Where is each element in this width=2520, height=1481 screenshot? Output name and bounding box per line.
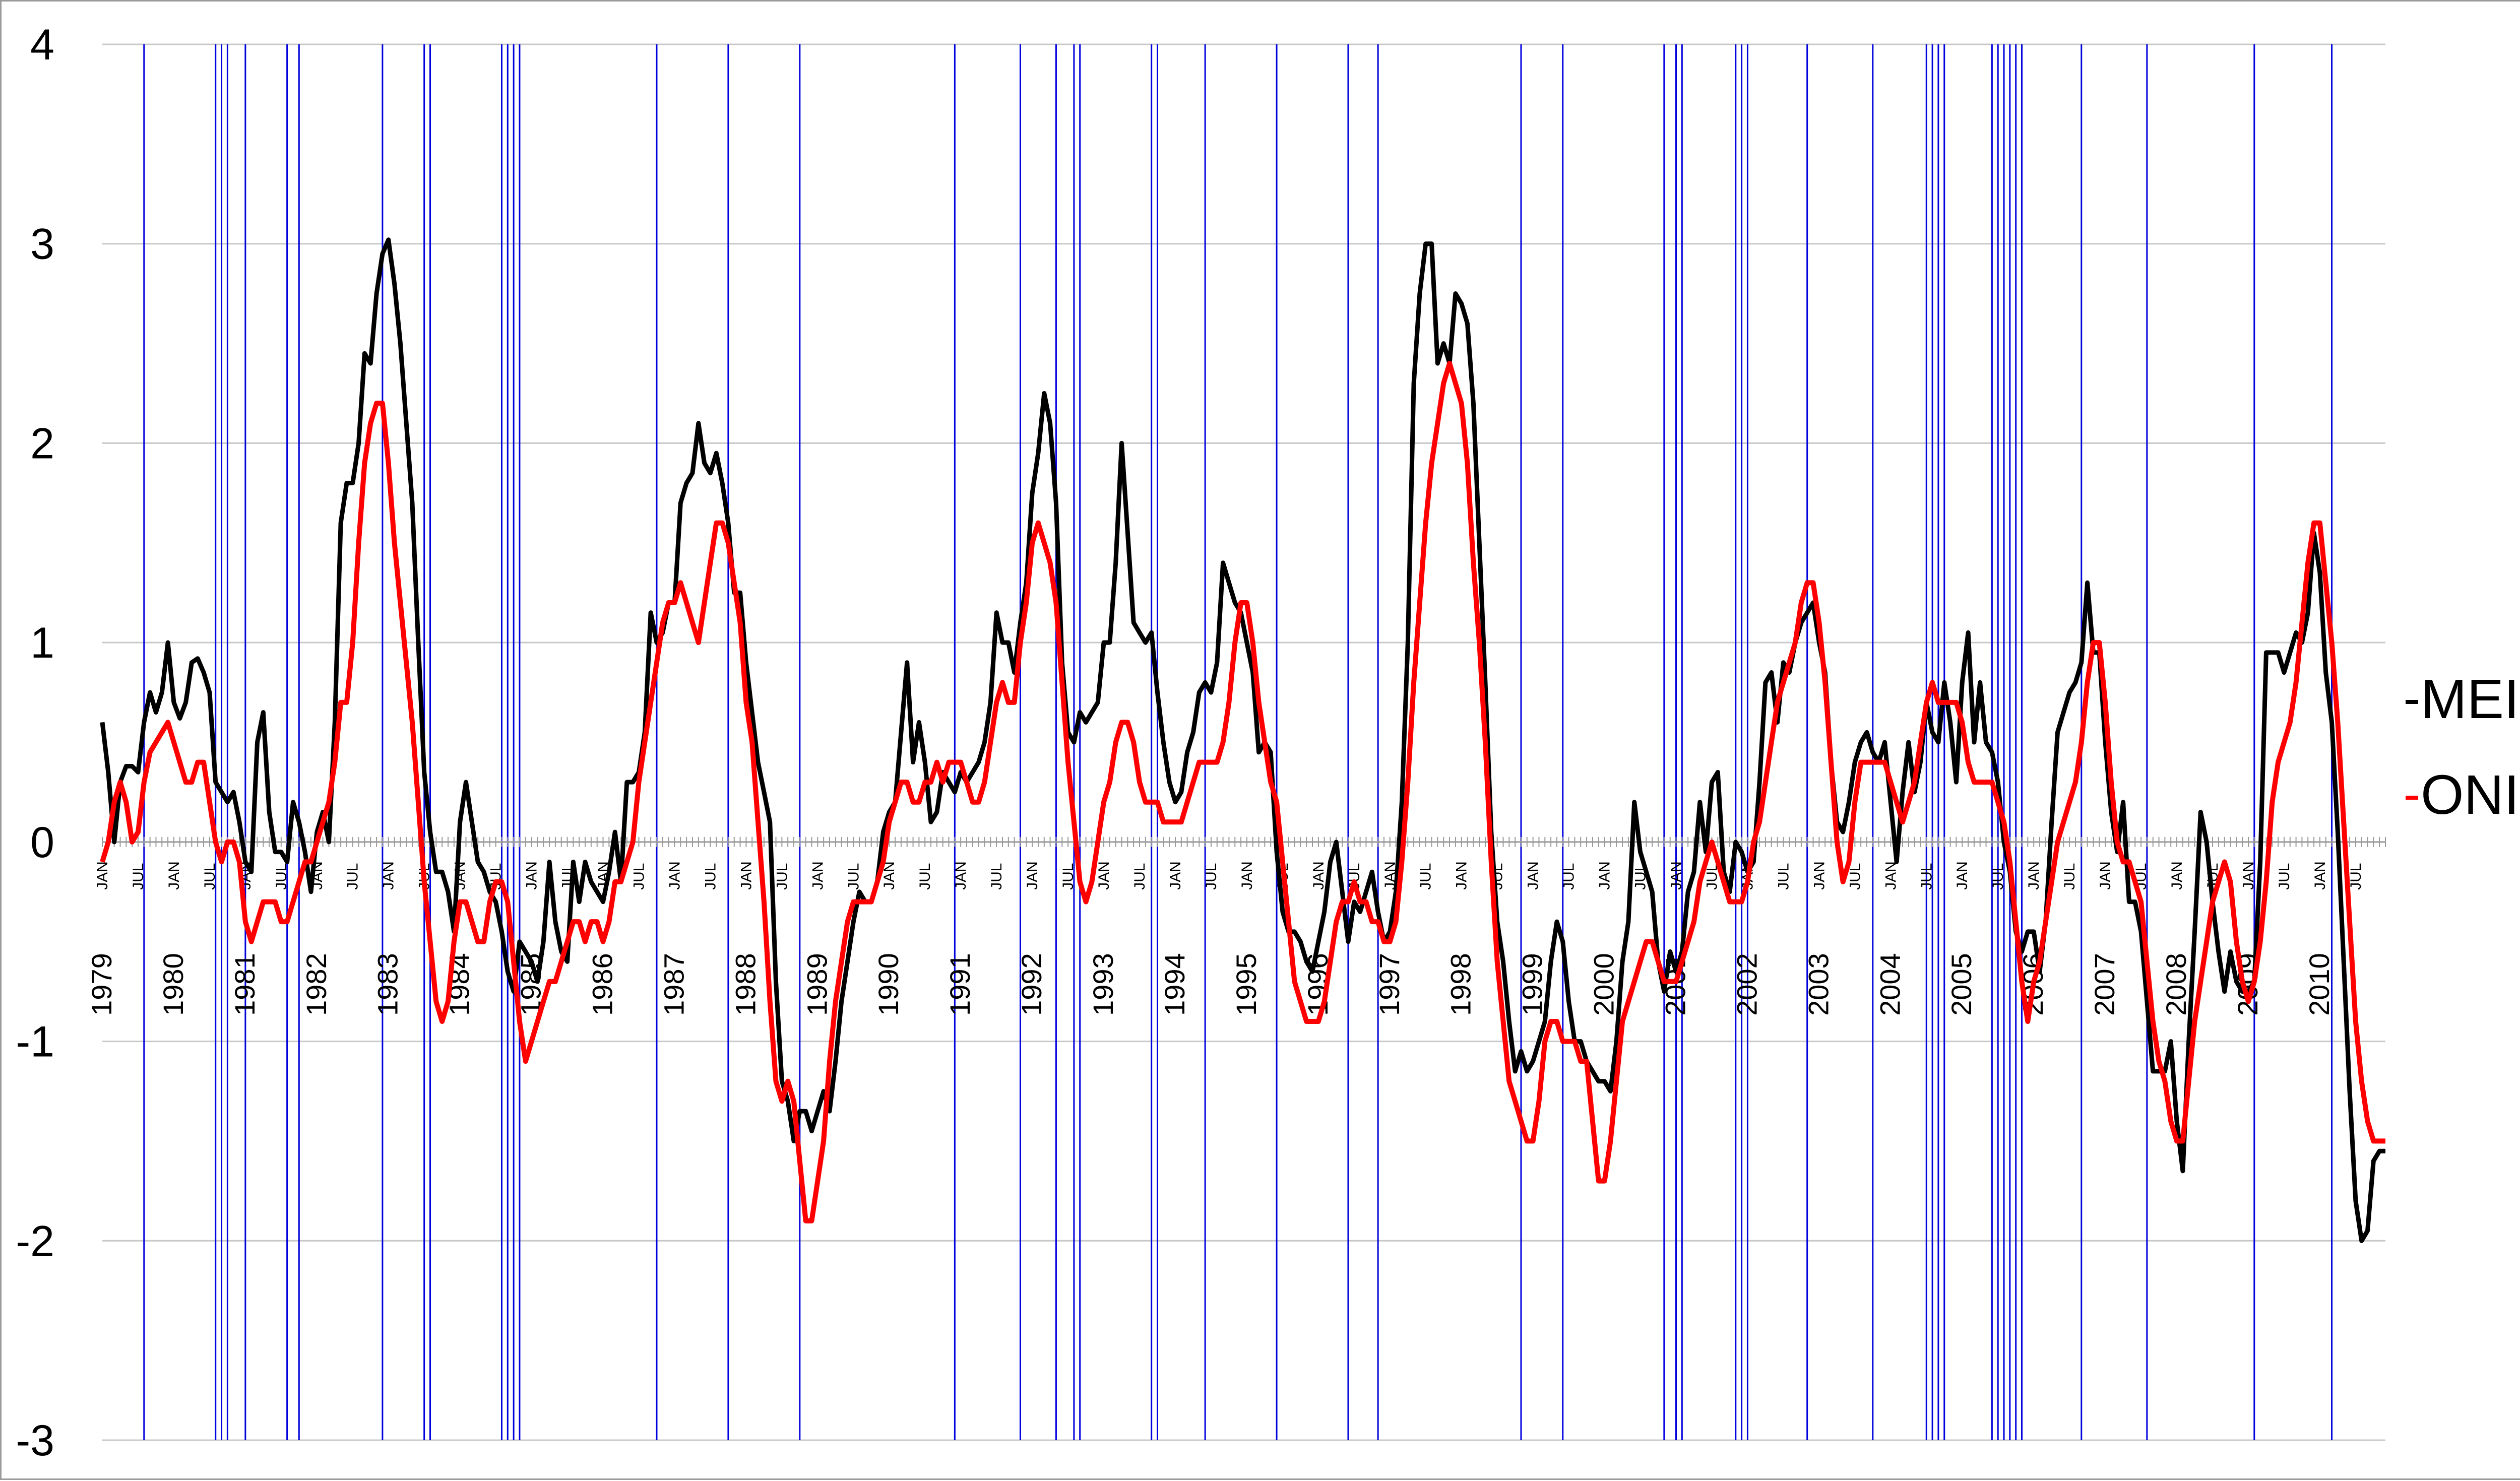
y-tick-label: 3 bbox=[30, 220, 54, 269]
x-month-label: JUL bbox=[1775, 863, 1792, 889]
x-month-label: JAN bbox=[738, 861, 754, 890]
x-month-label: JAN bbox=[1882, 861, 1899, 890]
series-line-mei bbox=[100, 237, 2385, 1243]
x-month-label: JAN bbox=[1310, 861, 1327, 890]
x-month-label: JUL bbox=[2276, 863, 2293, 889]
y-tick-label: -3 bbox=[16, 1416, 54, 1465]
x-month-label: JAN bbox=[166, 861, 182, 890]
event-lines bbox=[143, 44, 2333, 1440]
x-month-label: JAN bbox=[94, 861, 111, 890]
y-tick-label: 2 bbox=[30, 419, 54, 468]
x-year-label: 2008 bbox=[2160, 953, 2192, 1016]
x-month-label: JAN bbox=[2169, 861, 2185, 890]
x-year-label: 2010 bbox=[2303, 953, 2335, 1016]
x-year-label: 1991 bbox=[944, 953, 976, 1016]
x-year-label: 2005 bbox=[1945, 953, 1977, 1016]
x-year-label: 1992 bbox=[1016, 953, 1047, 1016]
x-month-label: JAN bbox=[1668, 861, 1685, 890]
x-month-label: JUL bbox=[1418, 863, 1434, 889]
x-year-label: 1979 bbox=[86, 953, 117, 1016]
x-month-label: JAN bbox=[1024, 861, 1041, 890]
x-month-label: JAN bbox=[1811, 861, 1828, 890]
x-year-label: 1997 bbox=[1373, 953, 1405, 1016]
x-month-label: JUL bbox=[845, 863, 862, 889]
x-year-label: 2003 bbox=[1802, 953, 1834, 1016]
x-year-label: 1993 bbox=[1087, 953, 1119, 1016]
x-year-label: 1986 bbox=[587, 953, 618, 1016]
x-month-label: JAN bbox=[953, 861, 969, 890]
x-month-label: JAN bbox=[809, 861, 826, 890]
x-year-label: 2000 bbox=[1588, 953, 1620, 1016]
y-tick-label: -1 bbox=[16, 1018, 54, 1066]
legend: MEI ONI bbox=[2406, 668, 2519, 826]
x-month-label: JUL bbox=[2061, 863, 2078, 889]
x-year-label: 1980 bbox=[157, 953, 189, 1016]
y-tick-label: -2 bbox=[16, 1217, 54, 1265]
x-month-label: JAN bbox=[1954, 861, 1971, 890]
x-year-label: 1989 bbox=[801, 953, 833, 1016]
x-month-label: JAN bbox=[2097, 861, 2114, 890]
x-month-label: JUL bbox=[702, 863, 719, 889]
x-month-label: JUL bbox=[631, 863, 647, 889]
y-tick-label: 0 bbox=[30, 818, 54, 867]
x-month-label: JUL bbox=[273, 863, 290, 889]
x-month-label: JUL bbox=[130, 863, 147, 889]
axes: 4 3 2 1 0 -1 -2 -3 JAN JUL JAN JUL JAN JUL JAN JUL JAN JU… bbox=[16, 21, 2386, 1465]
x-year-label: 1994 bbox=[1159, 953, 1190, 1016]
y-tick-label: 4 bbox=[30, 21, 54, 69]
x-month-label: JUL bbox=[774, 863, 790, 889]
x-year-label: 1998 bbox=[1445, 953, 1477, 1016]
x-year-label: 1981 bbox=[229, 953, 261, 1016]
x-month-label: JAN bbox=[524, 861, 540, 890]
x-month-label: JAN bbox=[1454, 861, 1470, 890]
x-month-label: JUL bbox=[1060, 863, 1077, 889]
x-year-label: 1987 bbox=[658, 953, 689, 1016]
x-month-label: JAN bbox=[381, 861, 397, 890]
x-month-label: JUL bbox=[1203, 863, 1220, 889]
x-month-label: JAN bbox=[2026, 861, 2042, 890]
x-month-label: JAN bbox=[2240, 861, 2257, 890]
x-month-label: JUL bbox=[1131, 863, 1148, 889]
x-year-label: 1999 bbox=[1517, 953, 1548, 1016]
x-year-label: 2002 bbox=[1731, 953, 1762, 1016]
x-month-label: JAN bbox=[1239, 861, 1255, 890]
x-year-label: 2004 bbox=[1874, 953, 1906, 1016]
x-year-label: 1988 bbox=[729, 953, 761, 1016]
y-tick-label: 1 bbox=[30, 619, 54, 667]
x-month-label: JAN bbox=[666, 861, 683, 890]
x-year-label: 1995 bbox=[1230, 953, 1262, 1016]
series-lines bbox=[100, 237, 2385, 1243]
legend-label-oni: ONI bbox=[2421, 764, 2519, 826]
x-month-label: JAN bbox=[1525, 861, 1542, 890]
series-line-oni bbox=[100, 361, 2385, 1224]
x-month-label: JUL bbox=[345, 863, 361, 889]
x-month-label: JUL bbox=[917, 863, 933, 889]
x-month-label: JUL bbox=[1561, 863, 1578, 889]
x-year-label: 1983 bbox=[372, 953, 404, 1016]
x-month-label: JAN bbox=[2312, 861, 2328, 890]
legend-label-mei: MEI bbox=[2421, 668, 2519, 730]
x-month-label: JUL bbox=[1990, 863, 2006, 889]
x-month-label: JUL bbox=[988, 863, 1005, 889]
gridlines bbox=[102, 43, 2385, 1441]
x-month-label: JAN bbox=[1597, 861, 1613, 890]
x-year-label: 1982 bbox=[300, 953, 332, 1016]
x-month-label: JAN bbox=[1167, 861, 1184, 890]
x-month-label: JUL bbox=[2348, 863, 2364, 889]
x-year-label: 1990 bbox=[872, 953, 904, 1016]
x-year-label: 2007 bbox=[2089, 953, 2120, 1016]
x-month-label: JUL bbox=[202, 863, 218, 889]
x-month-label: JAN bbox=[1096, 861, 1112, 890]
x-month-label: JUL bbox=[1918, 863, 1935, 889]
